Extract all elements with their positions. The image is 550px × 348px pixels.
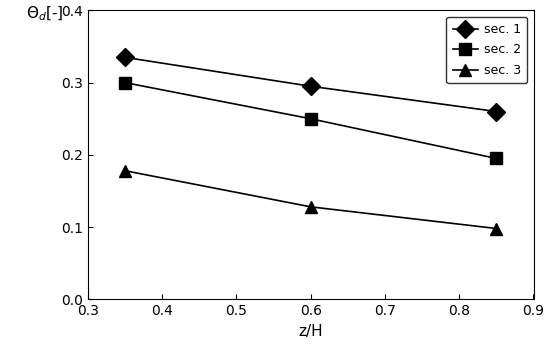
Text: $\Theta_d$[-]: $\Theta_d$[-]	[26, 5, 63, 23]
Line: sec. 1: sec. 1	[119, 51, 503, 118]
Legend: sec. 1, sec. 2, sec. 3: sec. 1, sec. 2, sec. 3	[447, 17, 527, 83]
Line: sec. 3: sec. 3	[119, 165, 503, 235]
Line: sec. 2: sec. 2	[119, 77, 503, 165]
sec. 3	[493, 227, 499, 231]
X-axis label: z/H: z/H	[299, 324, 323, 339]
sec. 2	[493, 156, 499, 160]
sec. 1	[307, 84, 314, 88]
sec. 3	[307, 205, 314, 209]
sec. 2	[307, 117, 314, 121]
sec. 2	[122, 81, 128, 85]
sec. 1	[122, 55, 128, 60]
sec. 1	[493, 110, 499, 114]
sec. 3	[122, 169, 128, 173]
